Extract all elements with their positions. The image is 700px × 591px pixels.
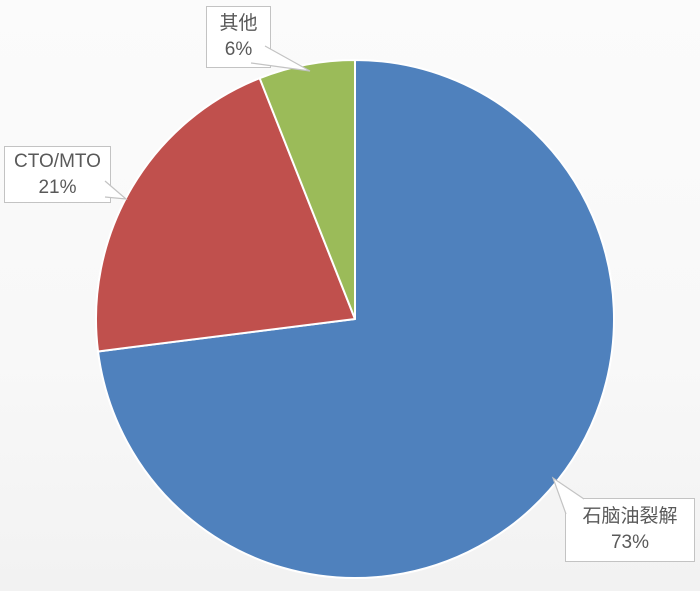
slice-percent-naphtha-cracking: 73% [610, 532, 650, 553]
callout-label-naphtha-cracking: 石脑油裂解 73% [565, 498, 695, 562]
slice-name-naphtha-cracking: 石脑油裂解 [582, 506, 678, 527]
slice-percent-other: 6% [224, 39, 253, 60]
slice-name-other: 其他 [219, 13, 258, 34]
slice-percent-cto-mto: 21% [38, 176, 77, 198]
callout-label-other: 其他 6% [206, 6, 271, 68]
pie-slices-group [95, 59, 615, 579]
slice-name-cto-mto: CTO/MTO [14, 150, 101, 172]
callout-label-cto-mto: CTO/MTO 21% [4, 146, 111, 203]
pie-slice-1 [95, 77, 356, 353]
